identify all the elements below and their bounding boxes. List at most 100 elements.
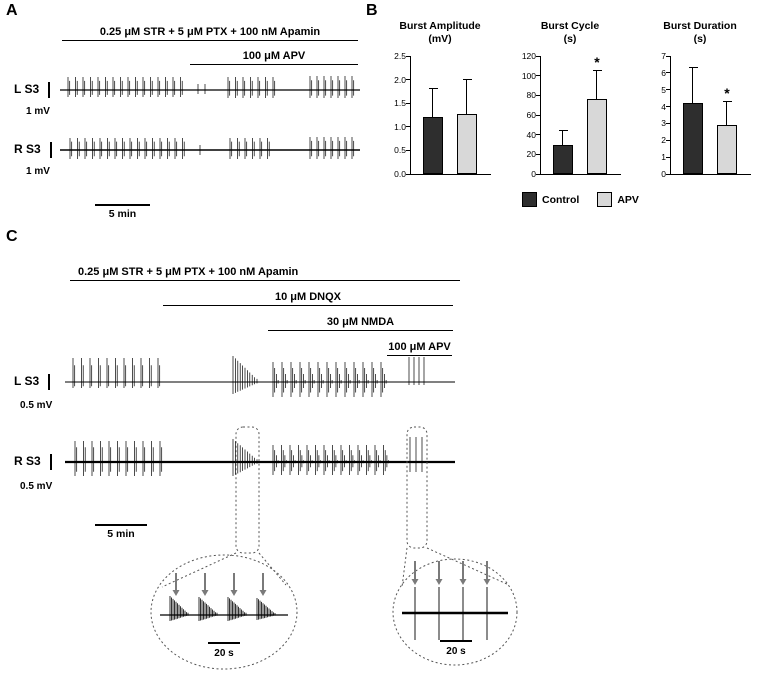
drug-bar-str-ptx-apamin-a: 0.25 μM STR + 5 μM PTX + 100 nM Apamin	[62, 26, 358, 41]
legend-label: Control	[542, 193, 580, 206]
y-tick-mark	[406, 79, 411, 81]
trace-label-text: L S3	[14, 82, 40, 97]
bar-apv	[587, 99, 607, 174]
drug-bar-text: 100 μM APV	[388, 341, 451, 353]
voltage-scale-label: 1 mV	[26, 166, 50, 177]
trace-label-text: L S3	[14, 374, 40, 389]
trace-path	[60, 137, 360, 159]
chart-title: Burst Cycle (s)	[510, 20, 630, 50]
bar-apv	[717, 125, 737, 174]
significance-asterisk: *	[724, 84, 730, 101]
trace-ls3-c	[65, 356, 455, 397]
inset-circle-right	[392, 558, 518, 666]
y-tick-label: 0.5	[394, 145, 406, 156]
y-tick-label: 2.5	[394, 51, 406, 61]
trace-label-ls3-c: L S3	[14, 374, 51, 390]
time-scale-label-c: 5 min	[107, 528, 135, 540]
y-tick-label: 0	[531, 169, 536, 179]
y-tick-label: 0	[661, 169, 666, 179]
voltage-calibration-bar	[49, 142, 52, 158]
error-bar-cap	[688, 66, 698, 68]
error-bar-cap	[558, 129, 568, 131]
error-bar	[562, 130, 564, 145]
drug-bar-text: 100 μM APV	[242, 50, 306, 62]
inset-right-scale-label: 20 s	[446, 646, 466, 657]
y-tick-label: 4	[661, 101, 666, 112]
voltage-scale-label: 0.5 mV	[20, 400, 53, 411]
error-bar	[726, 101, 728, 126]
drug-bar-text: 0.25 μM STR + 5 μM PTX + 100 nM Apamin	[78, 266, 299, 278]
event-arrow-icon	[483, 561, 491, 585]
y-tick-label: 80	[526, 90, 536, 101]
connector-line	[426, 547, 510, 586]
significance-asterisk: *	[594, 53, 600, 70]
event-arrow-icon	[459, 561, 467, 585]
error-bar-cap	[592, 69, 602, 71]
y-tick-label: 5	[661, 84, 666, 95]
chart-title-line1: Burst Cycle	[540, 20, 600, 32]
panel-b-label: B	[366, 2, 378, 19]
chart-burst-duration: Burst Duration (s) 0 1 2 3 4 5 6 7 *	[640, 20, 760, 179]
y-tick-label: 7	[661, 51, 666, 61]
y-tick-mark	[666, 89, 671, 91]
drug-bar-apv-a: 100 μM APV	[190, 50, 358, 65]
voltage-scale-label: 1 mV	[26, 106, 50, 117]
panel-a-label: A	[6, 2, 18, 19]
y-tick-mark	[406, 126, 411, 128]
y-tick-label: 1	[661, 152, 666, 163]
time-scale-bar-c	[95, 524, 147, 526]
drug-bar-text: 10 μM DNQX	[274, 291, 342, 303]
drug-bar-text: 0.25 μM STR + 5 μM PTX + 100 nM Apamin	[99, 26, 321, 38]
zoom-region-box-left	[235, 426, 260, 554]
error-bar-cap	[428, 88, 438, 90]
y-tick-mark	[666, 55, 671, 57]
trace-ls3-a	[60, 76, 360, 98]
plot-area: 0.0 0.5 1.0 1.5 2.0 2.5	[394, 51, 491, 179]
event-arrow-icon	[172, 573, 180, 596]
error-bar	[596, 70, 598, 100]
drug-bar-str-ptx-apamin-c: 0.25 μM STR + 5 μM PTX + 100 nM Apamin	[70, 266, 460, 281]
legend-item-apv: APV	[597, 192, 639, 207]
chart-title: Burst Amplitude (mV)	[380, 20, 500, 50]
error-bar-cap	[722, 100, 732, 102]
voltage-calibration-bar	[48, 82, 51, 98]
chart-burst-amplitude: Burst Amplitude (mV) 0.0 0.5 1.0 1.5 2.0 2.5	[380, 20, 500, 179]
trace-rs3-a	[60, 137, 360, 159]
drug-bar-dnqx: 10 μM DNQX	[163, 291, 453, 306]
chart-burst-cycle: Burst Cycle (s) 0 20 40 60 80 100 120 *	[510, 20, 630, 179]
trace-label-ls3-a: L S3	[14, 82, 51, 98]
drug-bar-nmda: 30 μM NMDA	[268, 316, 453, 331]
inset-overlay: 20 s 20 s	[150, 426, 518, 670]
legend-item-control: Control	[522, 192, 579, 207]
legend-label: APV	[617, 193, 639, 206]
y-tick-label: 60	[526, 110, 536, 120]
y-tick-label: 120	[521, 51, 536, 61]
voltage-calibration-bar	[49, 454, 52, 470]
inset-circle-left	[150, 554, 298, 670]
control-swatch	[522, 192, 537, 207]
drug-bar-apv-c: 100 μM APV	[387, 341, 452, 356]
voltage-scale-label: 0.5 mV	[20, 481, 53, 492]
y-tick-label: 1.5	[394, 98, 406, 109]
drug-bar-text: 30 μM NMDA	[326, 316, 395, 328]
chart-title: Burst Duration (s)	[640, 20, 760, 50]
y-tick-label: 0.0	[394, 169, 406, 179]
y-tick-label: 1.0	[394, 121, 406, 132]
event-arrow-icon	[411, 561, 419, 585]
chart-title-line2: (s)	[563, 33, 577, 46]
zoom-region-box-right	[406, 426, 428, 549]
chart-title-line1: Burst Amplitude	[399, 20, 481, 32]
trace-label-rs3-c: R S3	[14, 454, 52, 470]
event-arrow-icon	[435, 561, 443, 585]
y-tick-mark	[536, 134, 541, 136]
y-tick-mark	[536, 173, 541, 175]
bar-charts: Burst Amplitude (mV) 0.0 0.5 1.0 1.5 2.0 2.5 …	[380, 20, 760, 179]
error-bar-cap	[462, 78, 472, 80]
y-tick-mark	[666, 122, 671, 124]
time-scale-label-a: 5 min	[108, 208, 137, 220]
y-tick-mark	[666, 72, 671, 74]
y-tick-label: 40	[526, 129, 536, 140]
y-tick-mark	[666, 139, 671, 141]
trace-rs3-c	[65, 437, 455, 476]
